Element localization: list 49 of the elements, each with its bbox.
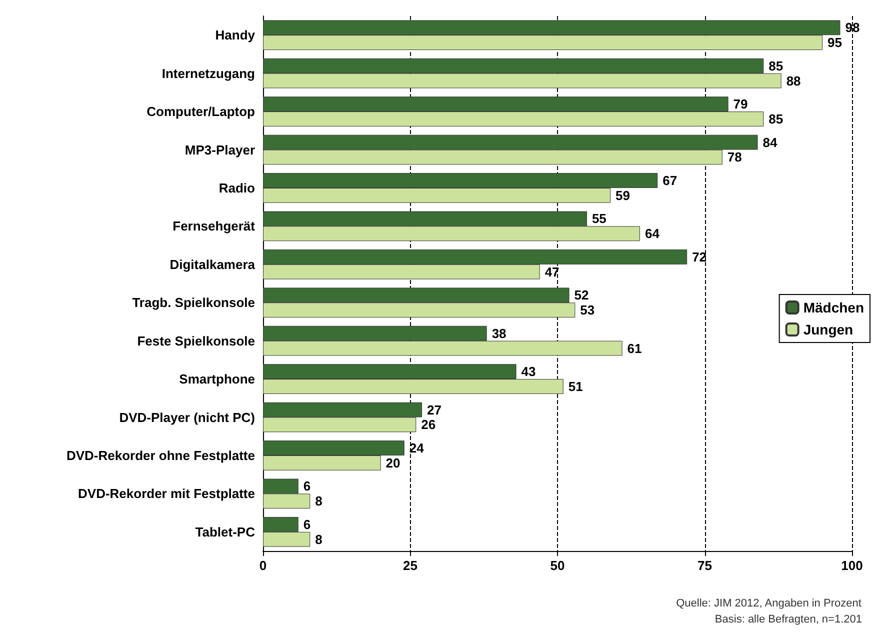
y-tick-label: Radio — [218, 180, 256, 196]
data-label: 6 — [303, 516, 311, 532]
y-tick-label: DVD-Rekorder mit Festplatte — [78, 486, 255, 502]
y-tick-label: Internetzugang — [162, 66, 256, 81]
y-tick-label: DVD-Rekorder ohne Festplatte — [66, 448, 255, 463]
data-label: 88 — [786, 73, 801, 88]
data-label: 20 — [386, 455, 400, 470]
y-tick-label: Feste Spielkonsole — [137, 333, 255, 348]
data-label: 8 — [315, 494, 322, 509]
data-label: 6 — [303, 478, 311, 494]
data-label: 78 — [727, 150, 742, 165]
data-label: 95 — [828, 35, 842, 50]
source-note: Quelle: JIM 2012, Angaben in Prozent — [676, 598, 862, 610]
data-label: 98 — [845, 20, 860, 36]
data-label: 38 — [492, 326, 506, 341]
y-tick-label: Tablet-PC — [195, 524, 256, 540]
y-tick-label: Tragb. Spielkonsole — [132, 295, 255, 310]
y-tick-label: Computer/Laptop — [146, 104, 256, 120]
data-label: 43 — [521, 364, 536, 380]
x-tick-label: 50 — [550, 558, 565, 573]
x-tick-label: 25 — [403, 558, 418, 573]
y-tick-label: Digitalkamera — [170, 256, 256, 272]
text: Basis: alle Befragten, n=1.201 — [714, 614, 862, 626]
data-label: 59 — [616, 188, 630, 203]
data-label: 85 — [768, 58, 784, 74]
data-label: 79 — [733, 96, 748, 112]
y-tick-label: Handy — [215, 28, 256, 43]
x-tick-label: 0 — [259, 558, 267, 573]
y-tick-label: Fernsehgerät — [172, 218, 256, 234]
data-label: 53 — [580, 302, 595, 318]
data-label: 55 — [592, 211, 606, 226]
data-label: 52 — [574, 288, 589, 303]
y-tick-label: DVD-Player (nicht PC) — [119, 410, 255, 425]
x-tick-label: 100 — [841, 558, 863, 573]
data-label: 72 — [692, 249, 707, 264]
data-label: 84 — [762, 134, 778, 150]
data-label: 61 — [627, 340, 642, 356]
data-label: 85 — [768, 111, 784, 126]
y-tick-label: Smartphone — [179, 372, 255, 387]
legend-label: Mädchen — [803, 300, 864, 316]
data-label: 27 — [427, 402, 442, 418]
data-label: 8 — [315, 532, 322, 547]
data-label: 67 — [662, 173, 678, 188]
x-tick-label: 75 — [698, 558, 712, 573]
data-label: 64 — [644, 226, 660, 242]
data-label: 26 — [421, 417, 436, 432]
y-tick-label: MP3-Player — [184, 142, 255, 158]
data-label: 51 — [568, 378, 583, 394]
legend-label: Jungen — [803, 322, 854, 338]
